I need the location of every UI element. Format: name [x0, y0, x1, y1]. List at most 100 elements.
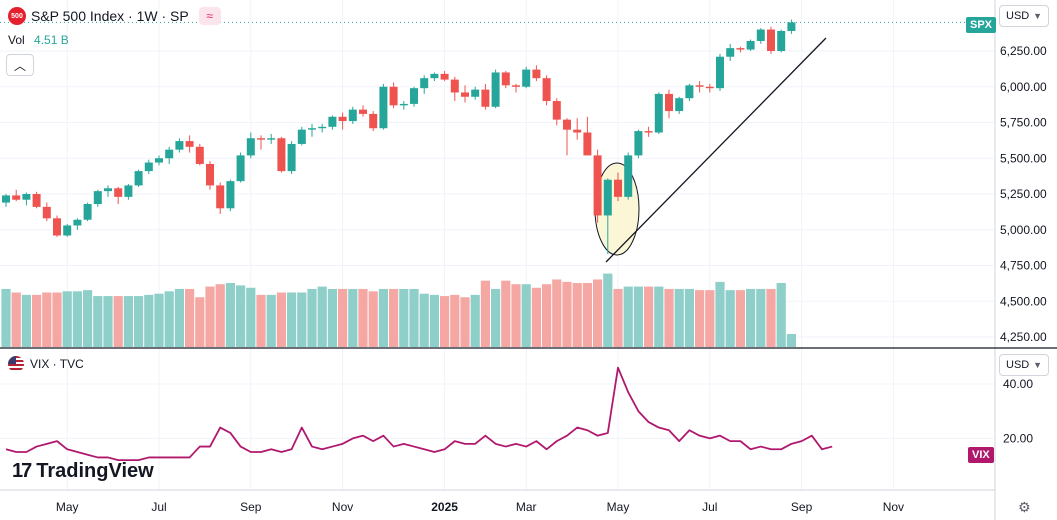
candle-body [736, 48, 745, 50]
volume-bar [501, 280, 511, 347]
candle-body [430, 73, 439, 79]
volume-bar [338, 288, 348, 347]
price-tick-label: 6,000.00 [1000, 80, 1047, 94]
candle-body [297, 129, 306, 144]
volume-bar [664, 288, 674, 347]
volume-bar [185, 288, 195, 347]
volume-bar [674, 288, 684, 347]
volume-bar [593, 279, 603, 347]
candle-body [583, 132, 592, 156]
volume-bar [327, 288, 337, 347]
time-tick-label: Nov [883, 500, 904, 514]
candle-body [308, 128, 316, 130]
candle-body [593, 155, 602, 216]
candle-body [746, 40, 755, 50]
time-tick-label: Jul [151, 500, 166, 514]
candle-body [318, 126, 327, 129]
candle-body [614, 179, 622, 197]
volume-bar [429, 294, 439, 347]
volume-bar [113, 296, 123, 347]
candle-body [114, 188, 123, 197]
time-tick-label: Jul [702, 500, 717, 514]
volume-bar [603, 273, 613, 347]
candle-body [542, 78, 551, 102]
collapse-button[interactable]: ︿ [6, 54, 34, 76]
volume-bar [786, 333, 796, 347]
volume-bar [623, 286, 633, 347]
volume-bar [62, 291, 72, 347]
volume-bar [440, 296, 450, 347]
volume-bar [93, 296, 103, 347]
volume-bar [246, 287, 256, 347]
volume-bars [1, 273, 796, 347]
volume-bar [766, 288, 776, 347]
candle-body [767, 29, 775, 51]
volume-bar [256, 294, 266, 347]
currency-select-bottom[interactable]: USD ▼ [999, 354, 1049, 376]
volume-bar [470, 294, 480, 347]
currency-select-top[interactable]: USD ▼ [999, 5, 1049, 27]
volume-label: Vol [8, 33, 25, 47]
volume-bar [154, 293, 164, 347]
candle-body [787, 22, 796, 31]
volume-bar [542, 284, 552, 347]
volume-bar [480, 280, 490, 347]
volume-bar [746, 288, 756, 347]
candle-body [287, 143, 296, 172]
price-tick-label: 5,250.00 [1000, 187, 1047, 201]
candle-body [675, 98, 684, 112]
price-tick-label: 6,250.00 [1000, 44, 1047, 58]
candle-body [53, 218, 61, 236]
volume-bar [613, 288, 623, 347]
candle-body [348, 109, 357, 122]
vix-title: VIX · TVC [30, 357, 84, 371]
volume-bar [287, 292, 297, 347]
candle-body [705, 86, 714, 89]
candle-body [399, 103, 408, 106]
candle-body [491, 72, 500, 107]
volume-value: 4.51 B [34, 33, 69, 47]
vix-header[interactable]: VIX · TVC [8, 356, 84, 372]
volume-bar [144, 294, 154, 347]
volume-bar [317, 286, 327, 347]
candlesticks [2, 19, 796, 255]
chart-header[interactable]: 500 S&P 500 Index · 1W · SP ≈ [8, 7, 221, 25]
candle-body [389, 86, 398, 106]
candle-body [450, 79, 459, 93]
time-tick-label: 2025 [431, 500, 458, 514]
volume-bar [531, 287, 541, 347]
time-tick-label: Nov [332, 500, 353, 514]
volume-bar [582, 283, 592, 347]
volume-bar [633, 286, 643, 347]
volume-bar [654, 286, 664, 347]
volume-bar [307, 288, 317, 347]
candle-body [726, 48, 735, 57]
wave-icon[interactable]: ≈ [198, 7, 221, 25]
settings-gear-icon[interactable]: ⚙ [1018, 499, 1031, 515]
price-tick-label: 4,500.00 [1000, 294, 1047, 308]
candle-body [267, 138, 276, 140]
volume-bar [297, 292, 307, 347]
candle-body [369, 113, 378, 129]
volume-bar [389, 288, 399, 347]
volume-bar [572, 283, 582, 347]
candle-body [644, 131, 653, 133]
volume-bar [460, 297, 470, 347]
candle-body [532, 69, 541, 79]
candle-body [665, 93, 673, 112]
candle-body [63, 225, 72, 236]
volume-bar [348, 288, 358, 347]
candle-body [756, 29, 765, 41]
tradingview-logo[interactable]: 17 TradingView [12, 460, 154, 483]
sp500-badge: 500 [8, 7, 26, 25]
volume-bar [358, 288, 368, 347]
candle-body [685, 85, 694, 99]
volume-bar [134, 296, 144, 347]
trendline-segment [605, 37, 827, 263]
candle-body [481, 89, 490, 107]
candle-body [246, 138, 255, 156]
volume-bar [103, 296, 113, 347]
volume-bar [491, 288, 501, 347]
candle-body [522, 69, 531, 87]
price-tick-label: 4,250.00 [1000, 330, 1047, 344]
